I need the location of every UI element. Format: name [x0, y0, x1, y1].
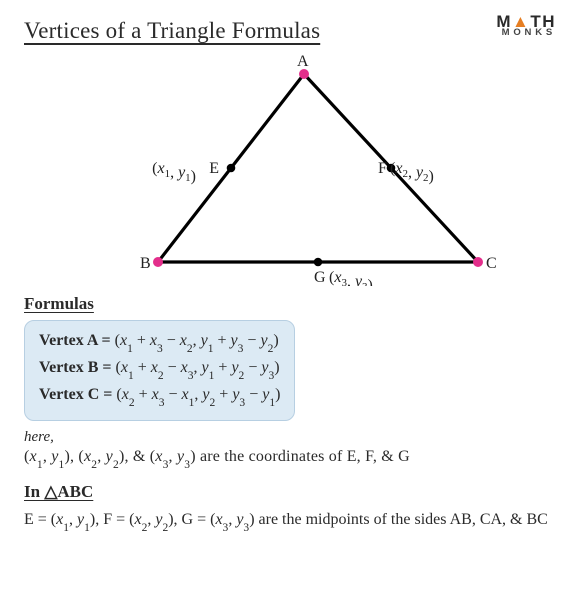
page-title: Vertices of a Triangle Formulas [24, 18, 554, 44]
vertex-b-label: Vertex B = [39, 359, 116, 376]
formulas-heading: Formulas [24, 294, 554, 314]
vertex-c-label: Vertex C = [39, 386, 116, 403]
brand-logo: M▲TH MONKS [496, 14, 556, 38]
vertex-a-label: Vertex A = [39, 332, 115, 349]
svg-text:A: A [297, 53, 309, 70]
svg-text:(x2, y2): (x2, y2) [390, 160, 434, 185]
svg-text:G: G [314, 269, 326, 286]
svg-text:E: E [209, 160, 219, 177]
formulas-box: Vertex A = (x1 + x3 − x2, y1 + y3 − y2) … [24, 320, 295, 421]
triangle-diagram: A B C (x1, y1) E F(x2, y2) G(x3, y3) [24, 50, 554, 286]
in-abc-heading: In △ABC [24, 482, 554, 502]
coords-explanation: (x1, y1), (x2, y2), & (x3, y3) are the c… [24, 448, 554, 468]
formula-vertex-c: Vertex C = (x2 + x3 − x1, y2 + y3 − y1) [39, 383, 280, 410]
formula-vertex-a: Vertex A = (x1 + x3 − x2, y1 + y3 − y2) [39, 329, 280, 356]
midpoints-suffix: are the midpoints of the sides AB, CA, &… [255, 511, 548, 528]
svg-text:F: F [378, 160, 387, 177]
svg-text:(x3, y3): (x3, y3) [329, 269, 373, 286]
logo-subtext: MONKS [496, 29, 556, 38]
triangle-svg: A B C (x1, y1) E F(x2, y2) G(x3, y3) [74, 50, 504, 286]
svg-text:B: B [140, 255, 151, 272]
midpoints-explanation: E = (x1, y1), F = (x2, y2), G = (x3, y3)… [24, 508, 554, 534]
svg-text:C: C [486, 255, 497, 272]
formula-vertex-b: Vertex B = (x1 + x2 − x3, y1 + y2 − y3) [39, 356, 280, 383]
here-label: here, [24, 429, 554, 446]
coords-explain-suffix: are the coordinates of E, F, & G [196, 448, 410, 465]
svg-text:(x1, y1): (x1, y1) [152, 160, 196, 185]
